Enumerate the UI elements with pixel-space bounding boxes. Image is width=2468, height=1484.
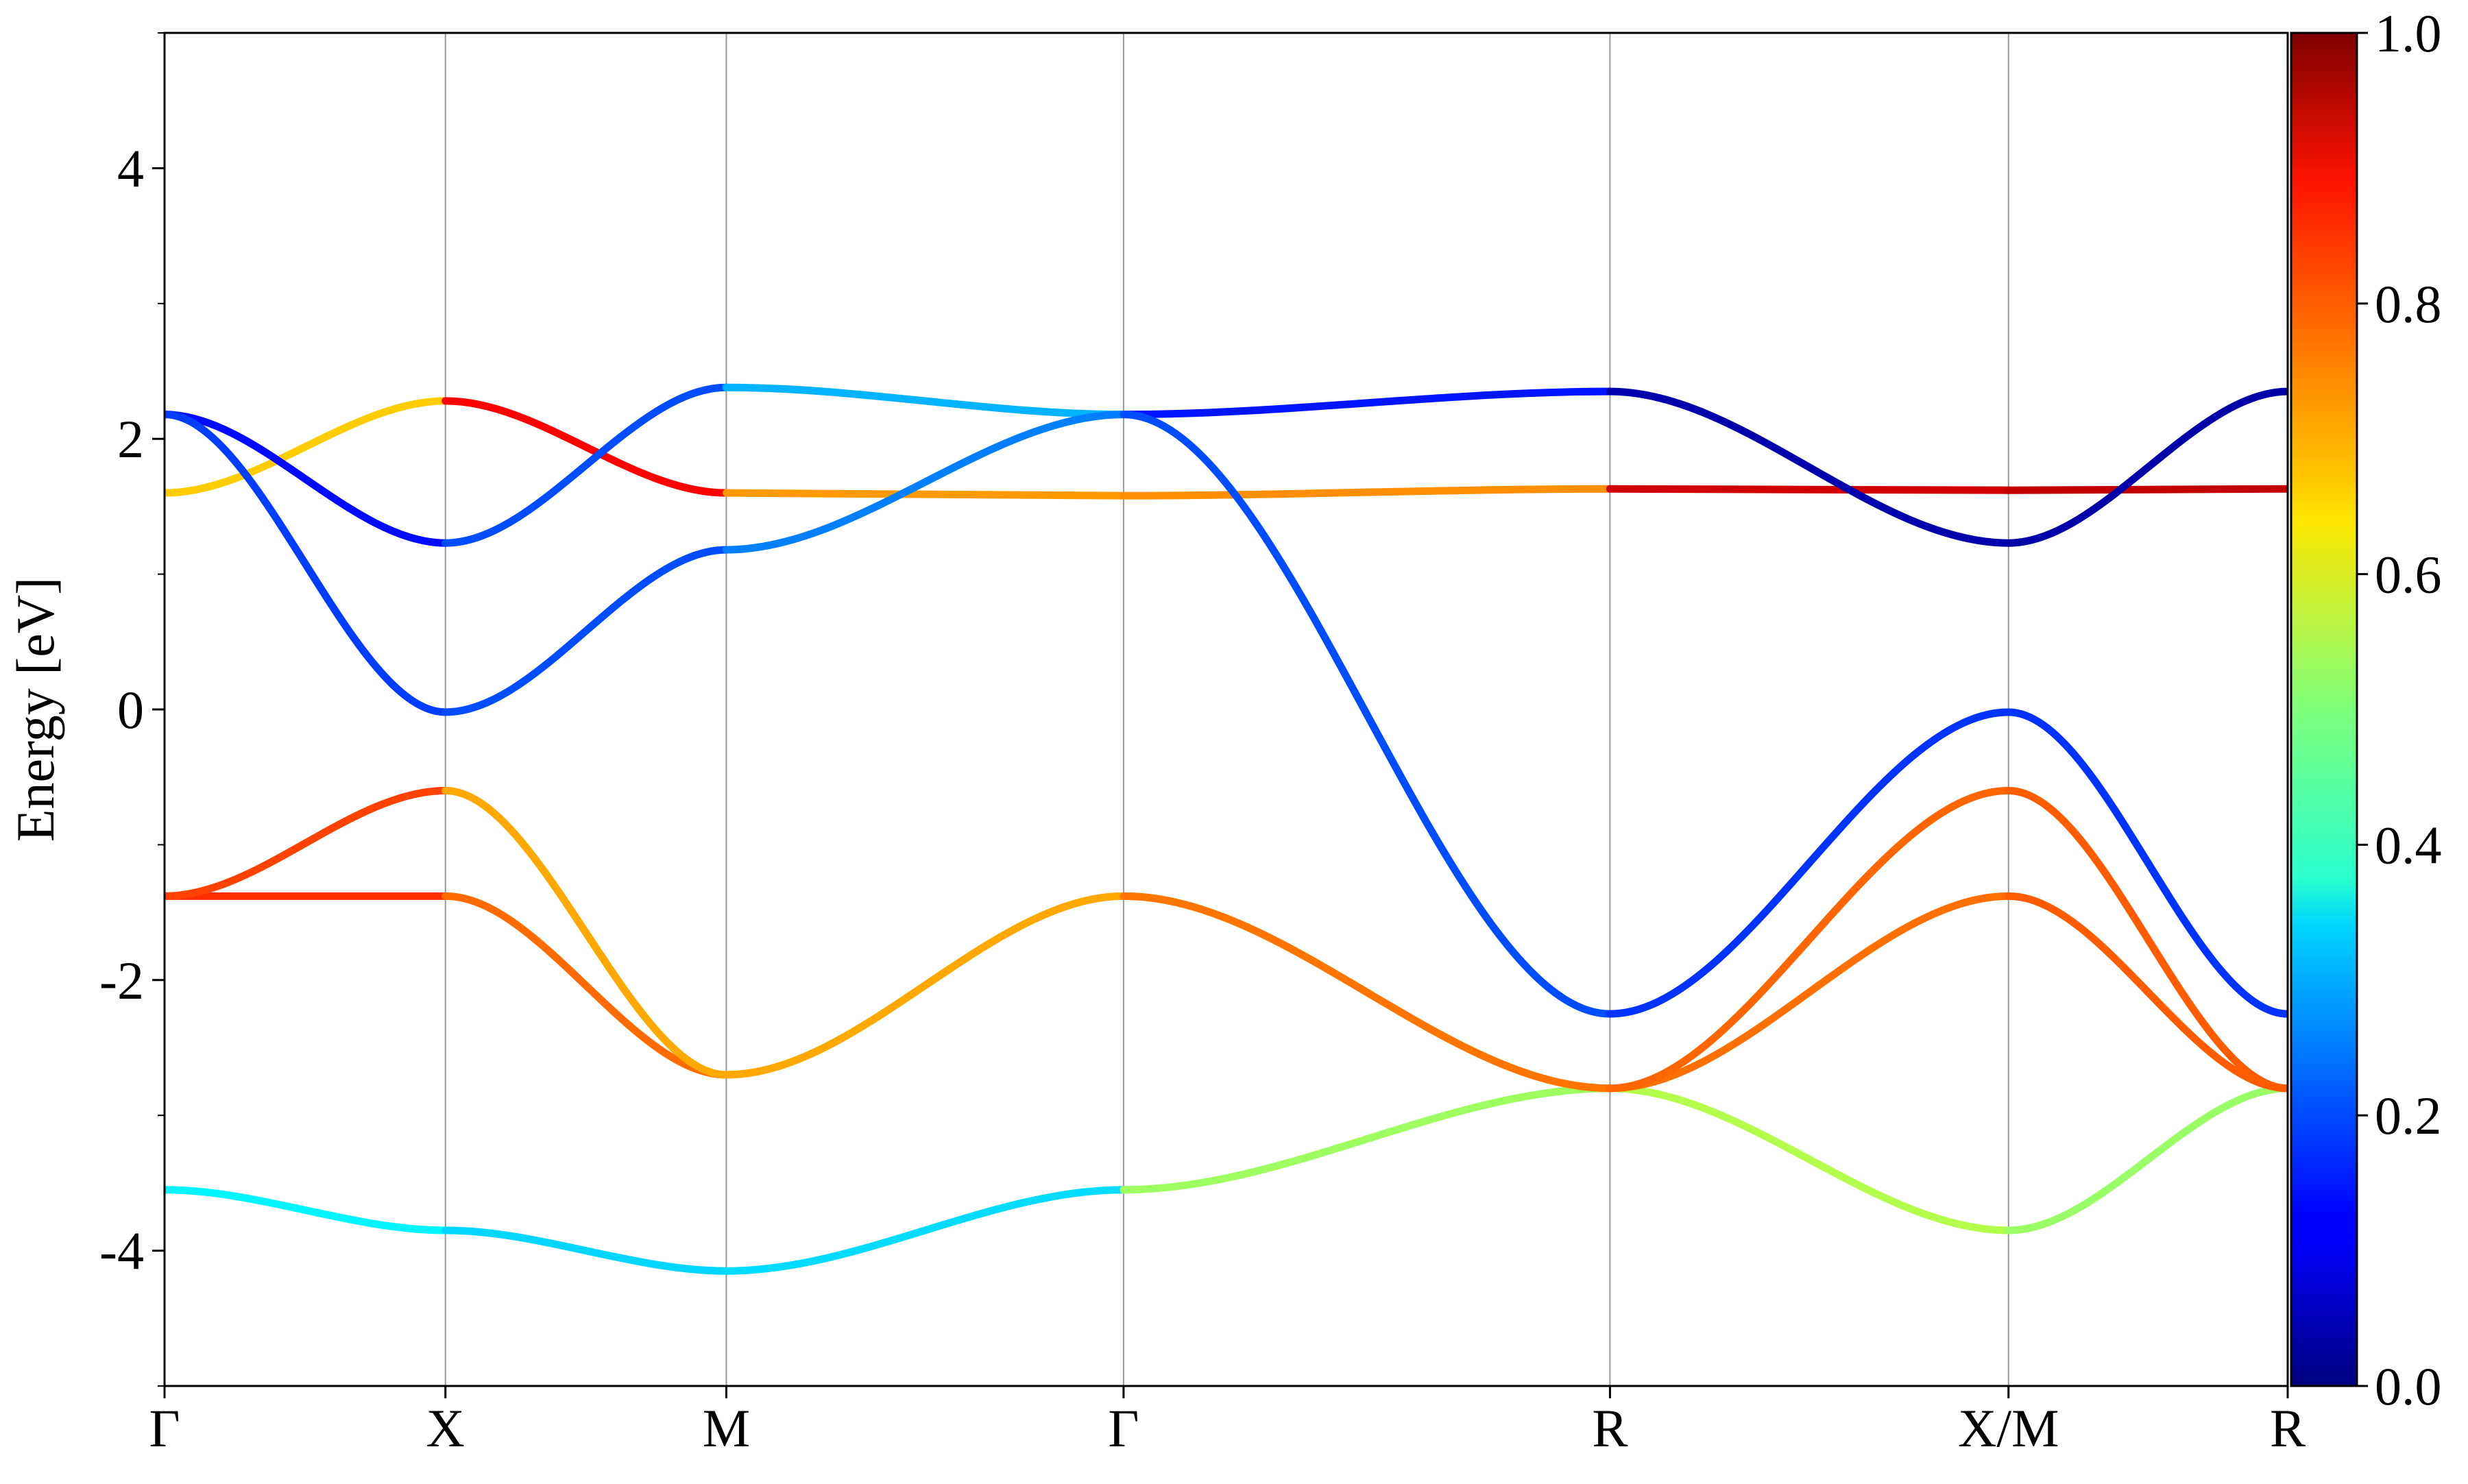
- y-tick-label: 0: [117, 680, 144, 740]
- x-tick-label: X: [426, 1398, 465, 1458]
- band-segment: [2005, 387, 2288, 547]
- band-segment: [1606, 485, 2013, 494]
- band-segment: [441, 1226, 730, 1275]
- band-segment: [165, 397, 450, 497]
- band-segment: [722, 1186, 1128, 1275]
- y-tick-label: 2: [117, 409, 144, 469]
- band-segment: [1606, 387, 2013, 547]
- colorbar-tick-label: 0.6: [2375, 545, 2442, 605]
- x-tick-label: Γ: [1108, 1398, 1139, 1458]
- band-segment: [1120, 485, 1614, 500]
- band-segment: [1120, 387, 1614, 419]
- colorbar: [2290, 32, 2358, 1387]
- colorbar-tick-label: 0.2: [2375, 1086, 2442, 1145]
- colorbar-tick-label: 0.0: [2375, 1357, 2442, 1416]
- band-segment: [2005, 786, 2288, 1093]
- band-segment: [165, 411, 450, 547]
- x-tick-label: X/M: [1958, 1398, 2059, 1458]
- band-segment: [2005, 708, 2288, 1018]
- band-segment: [441, 383, 730, 547]
- band-segment: [2005, 1084, 2288, 1234]
- band-segment: [1120, 1084, 1614, 1194]
- band-segment: [1606, 708, 2013, 1018]
- band-segment: [1120, 411, 1614, 1018]
- band: [165, 411, 2288, 1018]
- band-segment: [722, 383, 1128, 419]
- colorbar-axis: 0.0 0.2 0.4 0.6 0.8 1.0: [2357, 3, 2442, 1416]
- high-symmetry-lines: [444, 33, 2009, 1386]
- colorbar-tick-label: 1.0: [2375, 3, 2442, 63]
- y-axis: -4 -2 0 2 4: [99, 32, 165, 1387]
- band: [165, 1084, 2288, 1275]
- band: [165, 383, 2288, 547]
- x-tick-label: Γ: [149, 1398, 180, 1458]
- band-segment: [722, 892, 1128, 1079]
- band-segment: [722, 411, 1128, 554]
- y-tick-label: 4: [117, 138, 144, 198]
- band-segment: [1606, 1084, 2013, 1234]
- band-segment: [441, 892, 730, 1079]
- y-tick-label: -2: [99, 951, 144, 1010]
- band: [165, 892, 2288, 1093]
- band-segment: [1606, 786, 2013, 1093]
- band-segment: [1606, 892, 2013, 1093]
- band-segment: [441, 546, 730, 716]
- plot-frame: [163, 32, 2289, 1387]
- band-segment: [2005, 485, 2288, 494]
- y-tick-label: -4: [99, 1221, 144, 1281]
- band-segment: [165, 1186, 450, 1234]
- band-segment: [165, 786, 450, 900]
- x-tick-label: R: [2270, 1398, 2306, 1458]
- band-segment: [441, 786, 730, 1079]
- band: [165, 397, 2288, 500]
- x-tick-label: R: [1592, 1398, 1628, 1458]
- y-axis-label: Energy [eV]: [5, 577, 65, 842]
- band-segment: [165, 411, 450, 716]
- band-segment: [1120, 892, 1614, 1093]
- colorbar-tick-label: 0.8: [2375, 274, 2442, 334]
- x-axis: Γ X M Γ R X/M R: [149, 1386, 2306, 1458]
- band-segment: [722, 489, 1128, 500]
- band-segment: [2005, 892, 2288, 1093]
- band-segment: [441, 397, 730, 497]
- band: [165, 786, 2288, 1093]
- colorbar-tick-label: 0.4: [2375, 815, 2442, 875]
- bands: [165, 383, 2288, 1275]
- x-tick-label: M: [703, 1398, 750, 1458]
